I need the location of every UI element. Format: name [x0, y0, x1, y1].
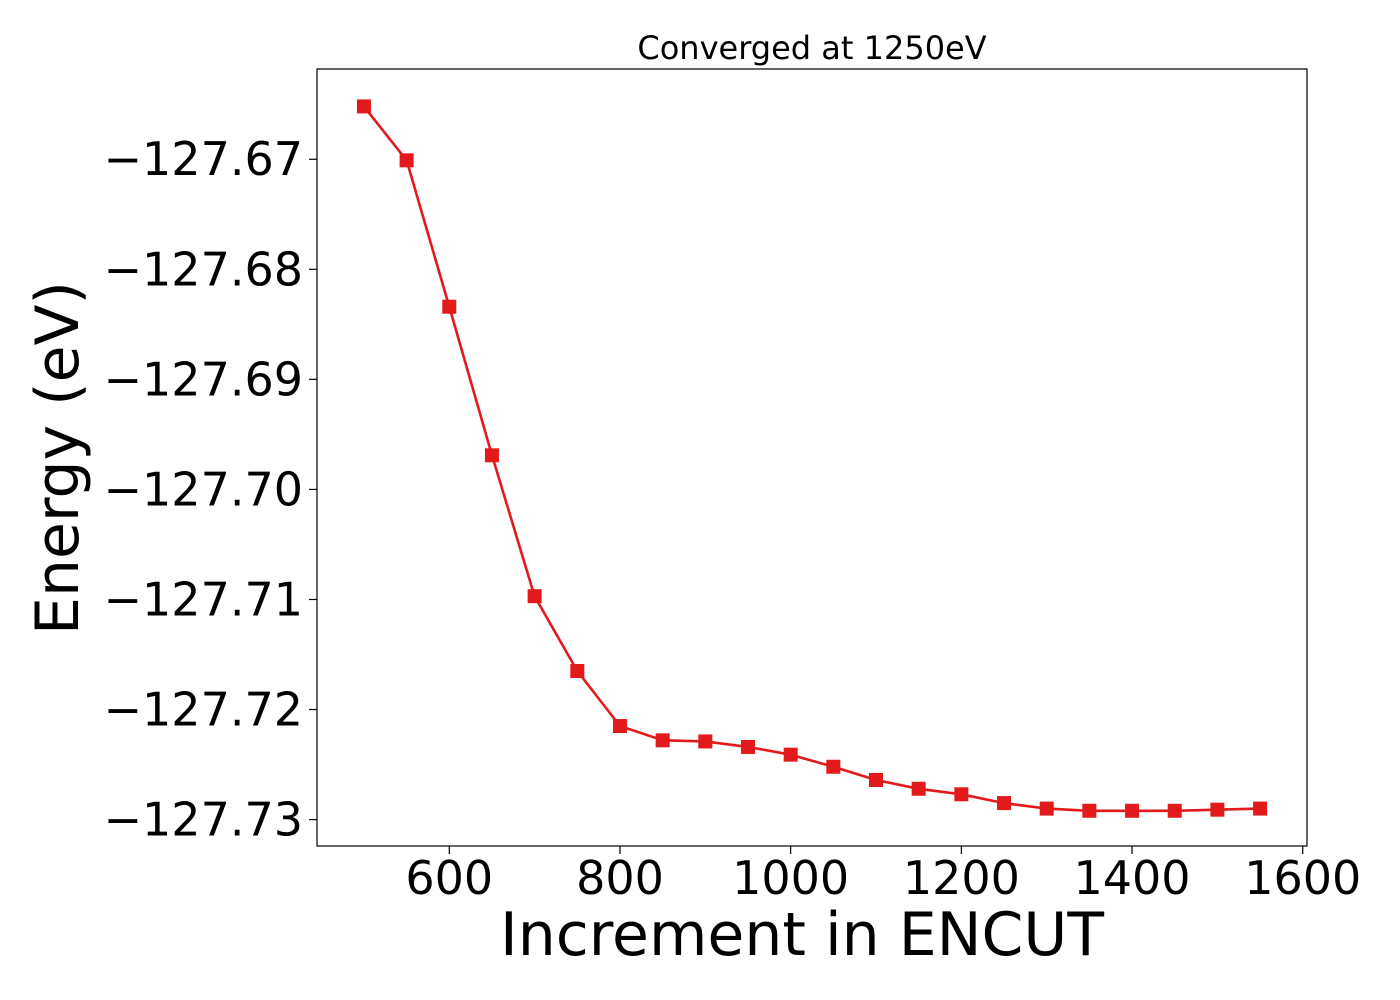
- data-point-marker: [484, 448, 499, 463]
- chart-title: Converged at 1250eV: [637, 29, 986, 67]
- plot-area: [356, 99, 1268, 818]
- data-point-marker: [1167, 803, 1182, 818]
- data-point-marker: [869, 772, 884, 787]
- data-point-marker: [570, 664, 585, 679]
- y-axis-ticks: −127.67 −127.68 −127.69 −127.70 −127.71 −127.…: [104, 132, 317, 847]
- data-point-marker: [442, 299, 457, 314]
- y-tick-label: −127.73: [104, 793, 304, 847]
- x-tick-label: 600: [405, 851, 493, 905]
- x-tick-label: 1200: [903, 851, 1020, 905]
- data-point-marker: [399, 153, 414, 168]
- y-tick-label: −127.68: [104, 242, 304, 296]
- y-tick-label: −127.71: [104, 572, 304, 626]
- data-point-marker: [655, 733, 670, 748]
- data-point-marker: [911, 781, 926, 796]
- data-point-marker: [527, 589, 542, 604]
- x-axis-label: Increment in ENCUT: [500, 900, 1104, 970]
- y-tick-label: −127.69: [104, 352, 304, 406]
- data-point-marker: [356, 99, 371, 114]
- data-point-marker: [1253, 801, 1268, 816]
- plot-frame: [316, 68, 1308, 847]
- data-point-marker: [1082, 803, 1097, 818]
- x-tick-label: 1400: [1074, 851, 1191, 905]
- data-point-marker: [783, 747, 798, 762]
- data-point-marker: [997, 796, 1012, 811]
- y-tick-label: −127.72: [104, 683, 304, 737]
- x-tick-label: 800: [576, 851, 664, 905]
- data-point-marker: [1210, 802, 1225, 817]
- x-tick-label: 1600: [1244, 851, 1361, 905]
- y-axis-label: Energy (eV): [23, 281, 93, 635]
- y-tick-label: −127.70: [104, 462, 304, 516]
- x-axis-ticks: 600 800 1000 1200 1400 1600: [405, 846, 1361, 905]
- data-point-marker: [826, 759, 841, 774]
- y-tick-label: −127.67: [104, 132, 304, 186]
- data-point-marker: [698, 734, 713, 749]
- series-line: [362, 105, 1261, 813]
- x-tick-label: 1000: [732, 851, 849, 905]
- data-point-marker: [740, 739, 755, 754]
- data-point-marker: [612, 719, 627, 734]
- data-point-marker: [1039, 801, 1054, 816]
- data-point-marker: [1125, 803, 1140, 818]
- data-point-marker: [954, 787, 969, 802]
